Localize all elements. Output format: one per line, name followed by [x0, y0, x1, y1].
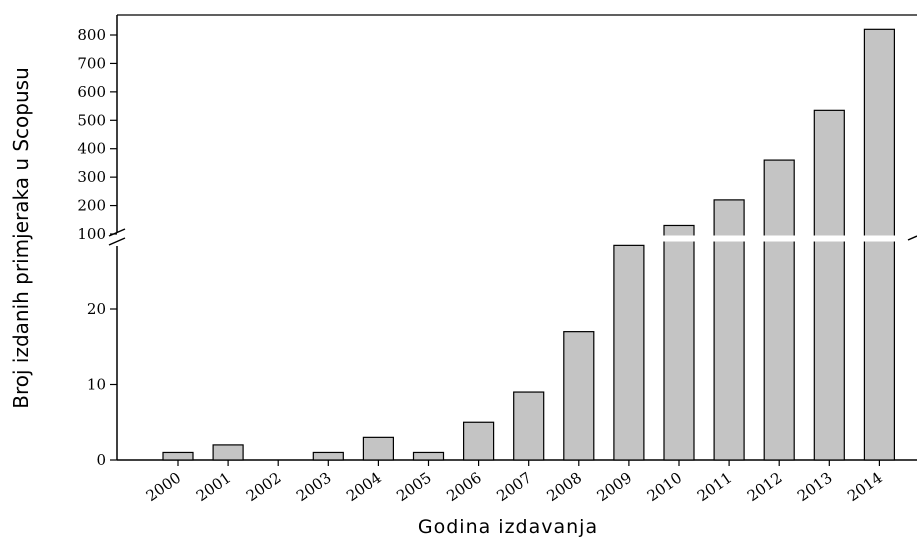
break-mark-right	[907, 235, 917, 241]
x-tick-label-2011: 2011	[694, 469, 736, 506]
break-mark-left-2	[108, 237, 126, 246]
x-tick-label-2009: 2009	[594, 469, 636, 506]
x-tick-label-2013: 2013	[794, 469, 836, 506]
x-axis-label: Godina izdavanja	[418, 516, 598, 538]
y-tick-label-200: 200	[77, 197, 106, 215]
x-tick-label-2012: 2012	[744, 469, 786, 506]
bar-2011	[713, 199, 745, 461]
x-tick-label-2004: 2004	[343, 469, 385, 506]
bar-2013	[813, 109, 845, 461]
y-tick-label-700: 700	[77, 54, 106, 72]
y-tick-label-100: 100	[77, 225, 106, 243]
x-tick-label-2001: 2001	[193, 469, 235, 506]
bar-2008	[563, 331, 595, 461]
bar-2000	[162, 451, 194, 461]
x-tick-label-2002: 2002	[243, 469, 285, 506]
bar-2001	[212, 444, 244, 461]
x-tick-label-2006: 2006	[443, 469, 485, 506]
y-tick-label-600: 600	[77, 83, 106, 101]
x-tick-label-2003: 2003	[293, 469, 335, 506]
break-band	[119, 235, 917, 242]
bar-2004	[362, 436, 394, 461]
x-tick-label-2014: 2014	[844, 469, 886, 506]
x-tick-label-2008: 2008	[543, 469, 585, 506]
bar-2005	[412, 451, 445, 461]
y-tick-label-800: 800	[77, 26, 106, 44]
x-tick-label-2005: 2005	[393, 469, 435, 506]
break-mark-left-1	[108, 228, 126, 237]
bar-2003	[312, 451, 344, 461]
y-tick-label-400: 400	[77, 140, 106, 158]
bar-2010	[663, 224, 695, 461]
bar-2006	[463, 421, 495, 461]
axis-break-group	[108, 228, 917, 246]
x-ticks-group: 2000 2001 2002 2003 2004 2005 2006 2007 2008 2009…	[143, 460, 886, 505]
y-tick-label-20: 20	[87, 300, 106, 318]
bar-2007	[513, 391, 545, 461]
bar-2014	[863, 28, 896, 461]
x-tick-label-2007: 2007	[493, 469, 535, 506]
bar-2009	[613, 244, 645, 461]
y-tick-label-0: 0	[96, 451, 106, 469]
y-tick-label-10: 10	[87, 376, 106, 394]
x-tick-label-2010: 2010	[644, 469, 686, 506]
y-tick-label-300: 300	[77, 168, 106, 186]
bars-group	[162, 28, 896, 461]
y-axis-label: Broj izdanih primjeraka u Scopusu	[9, 67, 33, 409]
x-tick-label-2000: 2000	[143, 469, 185, 506]
bar-2012	[763, 159, 795, 461]
y-ticks-group: 100 200 300 400 500 600 700 800 0 10 20	[77, 26, 117, 469]
y-tick-label-500: 500	[77, 111, 106, 129]
